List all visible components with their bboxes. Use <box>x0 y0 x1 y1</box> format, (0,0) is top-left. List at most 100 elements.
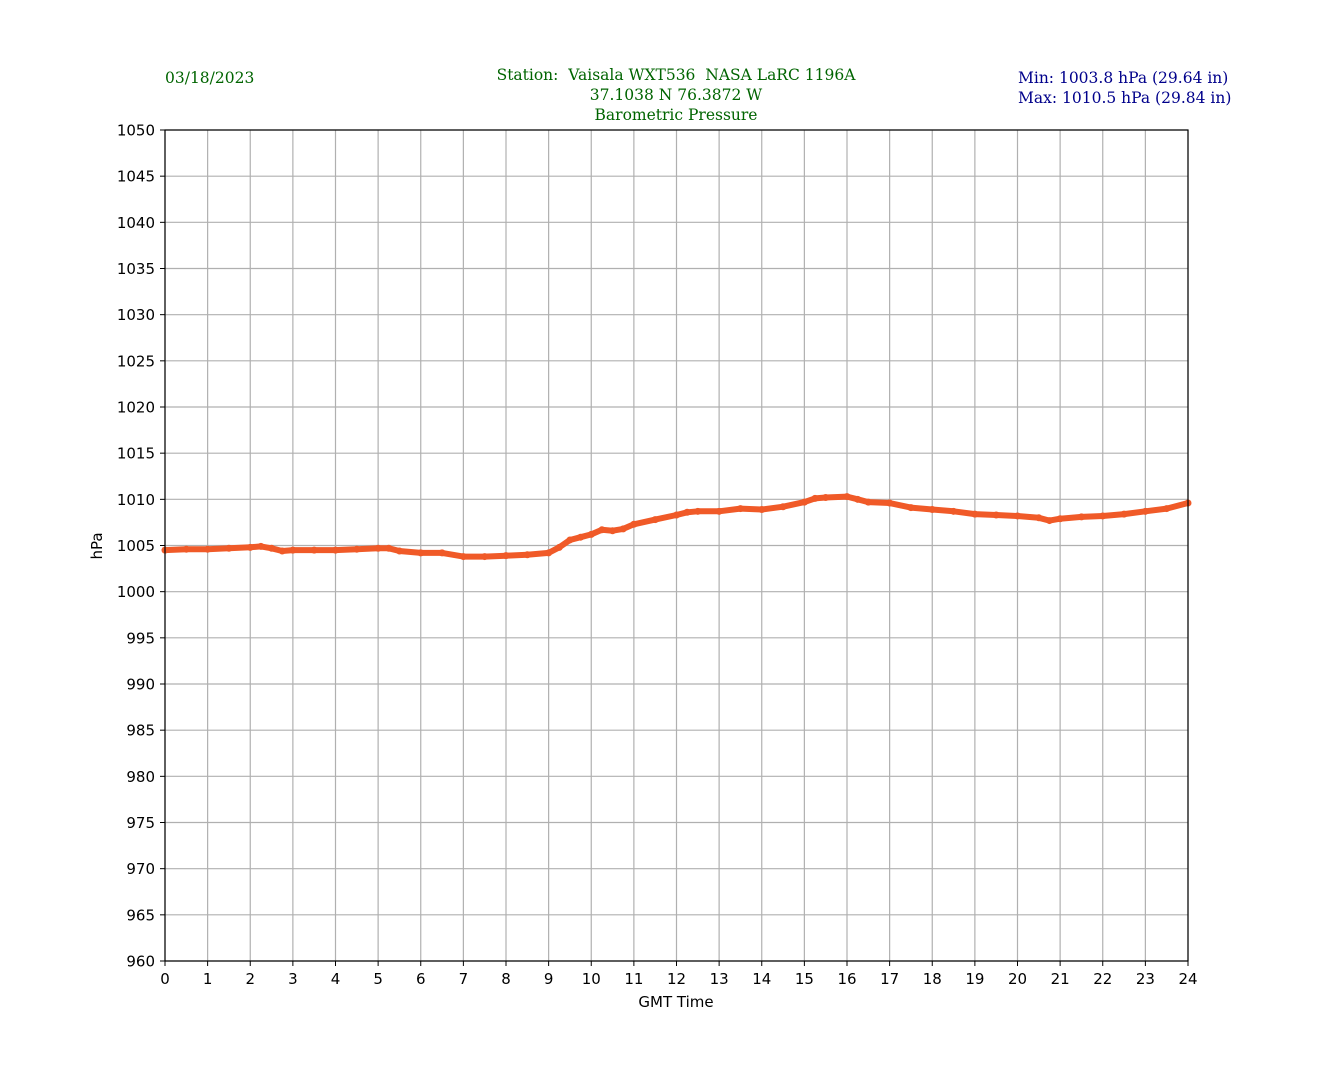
data-point <box>609 527 617 535</box>
data-point <box>1120 510 1128 518</box>
data-point <box>182 545 190 553</box>
data-point <box>1045 517 1053 525</box>
y-tick-label: 975 <box>126 814 155 832</box>
axis-ticks: 0 1 2 3 4 5 6 7 8 9 10 11 12 13 14 15 16 17 18 19 20 21 22 23 24… <box>117 122 1198 989</box>
data-point <box>758 505 766 513</box>
x-tick-label: 20 <box>1008 970 1027 988</box>
data-point <box>545 549 553 557</box>
min-label: Min: 1003.8 hPa (29.64 in) <box>1018 69 1228 87</box>
data-point <box>332 546 339 554</box>
x-tick-label: 5 <box>373 970 383 988</box>
coords-label: 37.1038 N 76.3872 W <box>590 86 763 104</box>
data-point <box>779 503 787 511</box>
data-point <box>587 530 595 538</box>
x-tick-label: 24 <box>1178 970 1197 988</box>
y-tick-label: 1035 <box>117 260 155 278</box>
x-tick-label: 9 <box>544 970 554 988</box>
y-tick-label: 970 <box>126 860 155 878</box>
x-tick-label: 7 <box>459 970 469 988</box>
data-point <box>246 543 254 551</box>
data-point <box>694 507 702 515</box>
data-point <box>619 525 627 533</box>
data-point <box>811 494 819 502</box>
data-point <box>950 507 958 515</box>
data-point <box>971 510 979 518</box>
data-point <box>523 551 531 559</box>
data-point <box>854 495 862 503</box>
data-point <box>1014 512 1021 520</box>
y-tick-label: 965 <box>126 906 155 924</box>
x-tick-label: 13 <box>710 970 729 988</box>
data-point <box>928 505 936 513</box>
data-point <box>566 536 574 544</box>
x-tick-label: 0 <box>160 970 170 988</box>
y-tick-label: 1040 <box>117 214 155 232</box>
max-label: Max: 1010.5 hPa (29.84 in) <box>1018 89 1231 107</box>
y-tick-label: 985 <box>126 722 155 740</box>
y-tick-label: 1000 <box>117 583 155 601</box>
date-label: 03/18/2023 <box>165 69 254 87</box>
y-tick-label: 1025 <box>117 352 155 370</box>
data-point <box>395 547 403 555</box>
data-point <box>374 544 382 552</box>
data-point <box>992 511 1000 519</box>
x-tick-label: 8 <box>501 970 511 988</box>
data-point <box>204 545 212 553</box>
data-point <box>225 544 233 552</box>
x-tick-label: 23 <box>1136 970 1155 988</box>
data-point <box>385 544 393 552</box>
x-tick-label: 14 <box>752 970 771 988</box>
data-point <box>715 507 723 515</box>
data-point <box>800 498 808 506</box>
data-point <box>864 498 872 506</box>
x-tick-label: 15 <box>795 970 814 988</box>
data-point <box>630 520 638 528</box>
y-tick-label: 1020 <box>117 399 155 417</box>
y-tick-label: 960 <box>126 953 155 971</box>
y-tick-label: 1030 <box>117 306 155 324</box>
data-point <box>481 553 489 561</box>
x-tick-label: 12 <box>667 970 686 988</box>
y-tick-label: 1015 <box>117 445 155 463</box>
data-point <box>353 545 361 553</box>
y-tick-label: 1010 <box>117 491 155 509</box>
x-tick-label: 4 <box>331 970 341 988</box>
data-point <box>683 508 691 516</box>
y-tick-label: 990 <box>126 676 155 694</box>
data-point <box>736 505 744 513</box>
data-point <box>843 493 851 501</box>
x-tick-label: 3 <box>288 970 298 988</box>
series-layer <box>161 493 1192 561</box>
data-point <box>459 553 467 561</box>
data-point <box>673 511 680 519</box>
x-axis-label: GMT Time <box>638 993 713 1011</box>
x-tick-label: 17 <box>880 970 899 988</box>
plot-frame <box>164 129 1189 962</box>
data-point <box>577 533 585 541</box>
data-point <box>886 499 894 507</box>
data-point <box>1035 514 1043 522</box>
y-tick-label: 995 <box>126 629 155 647</box>
x-tick-label: 1 <box>203 970 213 988</box>
y-tick-label: 1045 <box>117 168 155 186</box>
data-point <box>417 549 425 557</box>
data-point <box>1056 515 1064 523</box>
y-tick-label: 1050 <box>117 122 155 140</box>
x-tick-label: 11 <box>624 970 643 988</box>
x-tick-label: 18 <box>923 970 942 988</box>
data-point <box>268 544 276 552</box>
data-point <box>502 552 510 560</box>
x-tick-label: 10 <box>582 970 601 988</box>
x-tick-label: 22 <box>1093 970 1112 988</box>
y-tick-label: 1005 <box>117 537 155 555</box>
x-tick-label: 6 <box>416 970 426 988</box>
data-point <box>907 504 915 512</box>
data-point <box>1077 513 1085 521</box>
data-point <box>278 547 286 555</box>
x-tick-label: 19 <box>965 970 984 988</box>
y-tick-label: 980 <box>126 768 155 786</box>
data-point <box>289 546 297 554</box>
y-axis-label: hPa <box>88 532 106 559</box>
grid <box>164 129 1189 962</box>
